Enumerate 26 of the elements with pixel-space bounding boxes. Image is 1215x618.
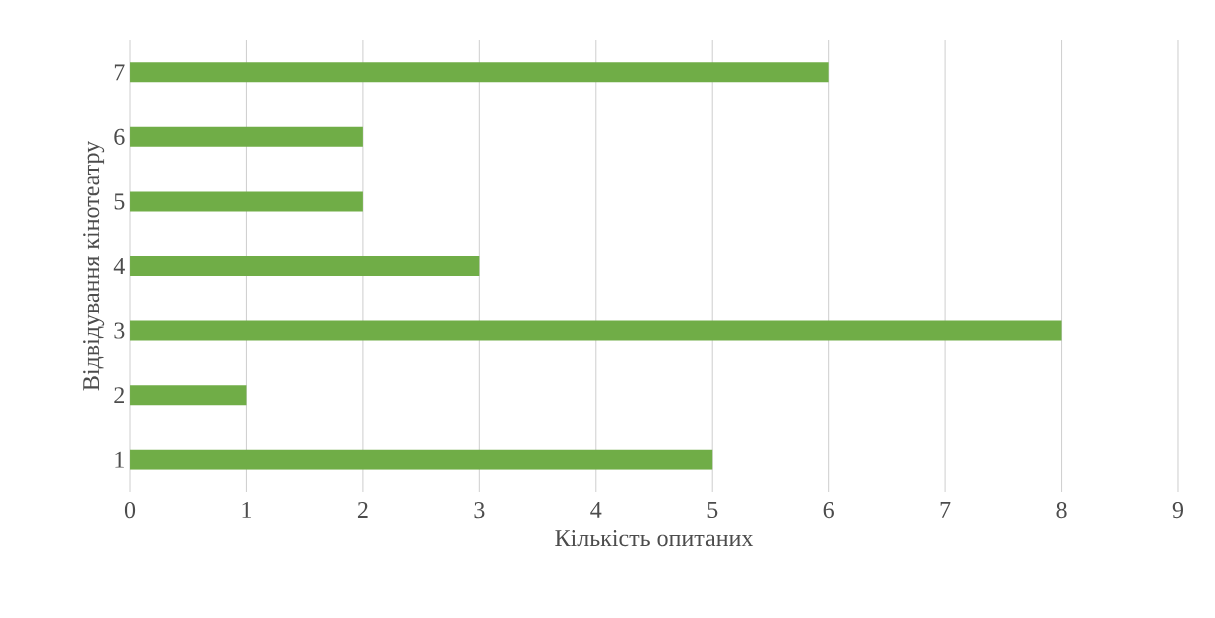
x-tick-label: 7	[940, 502, 951, 518]
x-tick-label: 4	[590, 502, 602, 518]
x-tick-label: 6	[823, 502, 834, 519]
x-tick-label: 9	[1172, 502, 1183, 519]
bar	[130, 320, 1062, 341]
x-tick-label: 0	[124, 502, 136, 519]
bar	[130, 385, 247, 406]
bar	[130, 62, 829, 83]
y-tick-label: 3	[114, 322, 125, 339]
bar	[130, 126, 363, 147]
x-tick-label: 2	[357, 502, 368, 518]
bar	[130, 255, 480, 276]
y-axis-title: Відвідування кінотеатру	[83, 140, 105, 391]
y-tick-label: 2	[114, 387, 124, 404]
x-tick-label: 1	[242, 502, 252, 518]
y-tick-label: 6	[114, 128, 125, 145]
x-tick-label: 3	[474, 502, 485, 519]
bar	[130, 449, 713, 470]
y-tick-label: 7	[114, 64, 125, 81]
y-tick-label: 1	[115, 451, 124, 468]
x-axis-title: Кількість опитаних	[555, 530, 754, 547]
bar	[130, 191, 363, 212]
x-tick-label: 5	[707, 502, 718, 518]
y-tick-label: 4	[113, 258, 125, 274]
y-tick-label: 5	[114, 193, 125, 210]
x-tick-label: 8	[1056, 502, 1067, 519]
